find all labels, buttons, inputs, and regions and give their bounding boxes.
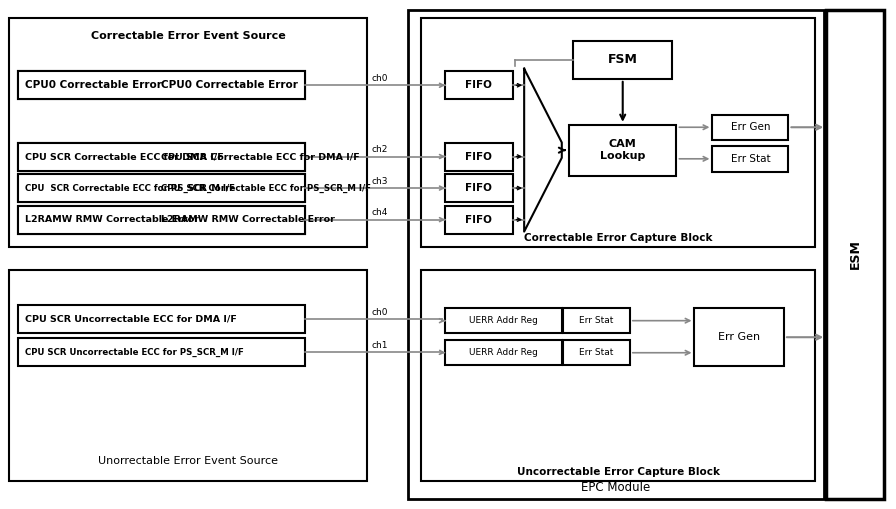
Text: ch2: ch2 [372,145,388,154]
Text: Err Gen: Err Gen [730,122,771,132]
Bar [18,338,305,366]
Bar [18,174,305,202]
Bar [712,146,788,172]
Text: ch3: ch3 [372,177,388,186]
Bar [18,206,305,234]
Text: ch0: ch0 [372,308,388,317]
Text: ESM: ESM [849,240,862,269]
Bar [18,143,305,171]
Bar [18,71,305,99]
Bar [445,143,513,171]
Bar [408,10,824,499]
Text: FIFO: FIFO [466,215,492,224]
Text: Unorrectable Error Event Source: Unorrectable Error Event Source [99,456,278,466]
Bar [18,71,305,99]
Bar [573,41,672,79]
Bar [421,270,815,481]
Text: FIFO: FIFO [466,80,492,90]
Text: CAM
Lookup: CAM Lookup [600,139,645,161]
Text: CPU0 Correctable Error: CPU0 Correctable Error [25,80,162,90]
Text: Err Gen: Err Gen [718,332,761,342]
Text: CPU SCR Correctable ECC for DMA I/F: CPU SCR Correctable ECC for DMA I/F [25,152,224,161]
Bar [18,305,305,333]
Text: Err Stat: Err Stat [579,348,614,357]
Bar [18,143,305,171]
Text: Uncorrectable Error Capture Block: Uncorrectable Error Capture Block [517,467,719,477]
Text: FIFO: FIFO [466,183,492,193]
Bar [445,206,513,234]
Text: CPU  SCR Correctable ECC for PS_SCR_M I/F: CPU SCR Correctable ECC for PS_SCR_M I/F [161,184,371,192]
Text: ch1: ch1 [372,341,388,350]
Text: CPU SCR Uncorrectable ECC for PS_SCR_M I/F: CPU SCR Uncorrectable ECC for PS_SCR_M I… [25,348,244,357]
Bar [445,174,513,202]
Text: Correctable Error Event Source: Correctable Error Event Source [90,31,286,41]
Bar [18,206,305,234]
Bar [445,308,562,333]
Text: Err Stat: Err Stat [579,316,614,325]
Bar [18,174,305,202]
Bar [569,125,676,176]
Bar [445,340,562,365]
Bar [563,340,630,365]
Bar [563,308,630,333]
Bar [9,270,367,481]
Text: FSM: FSM [607,53,638,66]
Text: ch4: ch4 [372,208,388,217]
Text: Err Stat: Err Stat [730,154,771,164]
Text: FIFO: FIFO [466,152,492,161]
Bar [712,115,788,140]
Text: CPU  SCR Correctable ECC for PS_SCR_M I/F: CPU SCR Correctable ECC for PS_SCR_M I/F [25,184,235,192]
Bar [826,10,884,499]
Bar [445,71,513,99]
Bar [694,308,784,366]
Text: CPU SCR Uncorrectable ECC for DMA I/F: CPU SCR Uncorrectable ECC for DMA I/F [25,315,237,324]
Text: CPU SCR Correctable ECC for DMA I/F: CPU SCR Correctable ECC for DMA I/F [161,152,360,161]
Text: ch0: ch0 [372,74,388,82]
Bar [9,18,367,247]
Text: UERR Addr Reg: UERR Addr Reg [470,348,538,357]
Text: EPC Module: EPC Module [582,481,650,494]
Text: L2RAMW RMW Correctable Error: L2RAMW RMW Correctable Error [25,215,199,224]
Text: L2RAMW RMW Correctable Error: L2RAMW RMW Correctable Error [161,215,335,224]
Bar [421,18,815,247]
Text: UERR Addr Reg: UERR Addr Reg [470,316,538,325]
Text: Correctable Error Capture Block: Correctable Error Capture Block [524,233,712,243]
Text: CPU0 Correctable Error: CPU0 Correctable Error [161,80,298,90]
